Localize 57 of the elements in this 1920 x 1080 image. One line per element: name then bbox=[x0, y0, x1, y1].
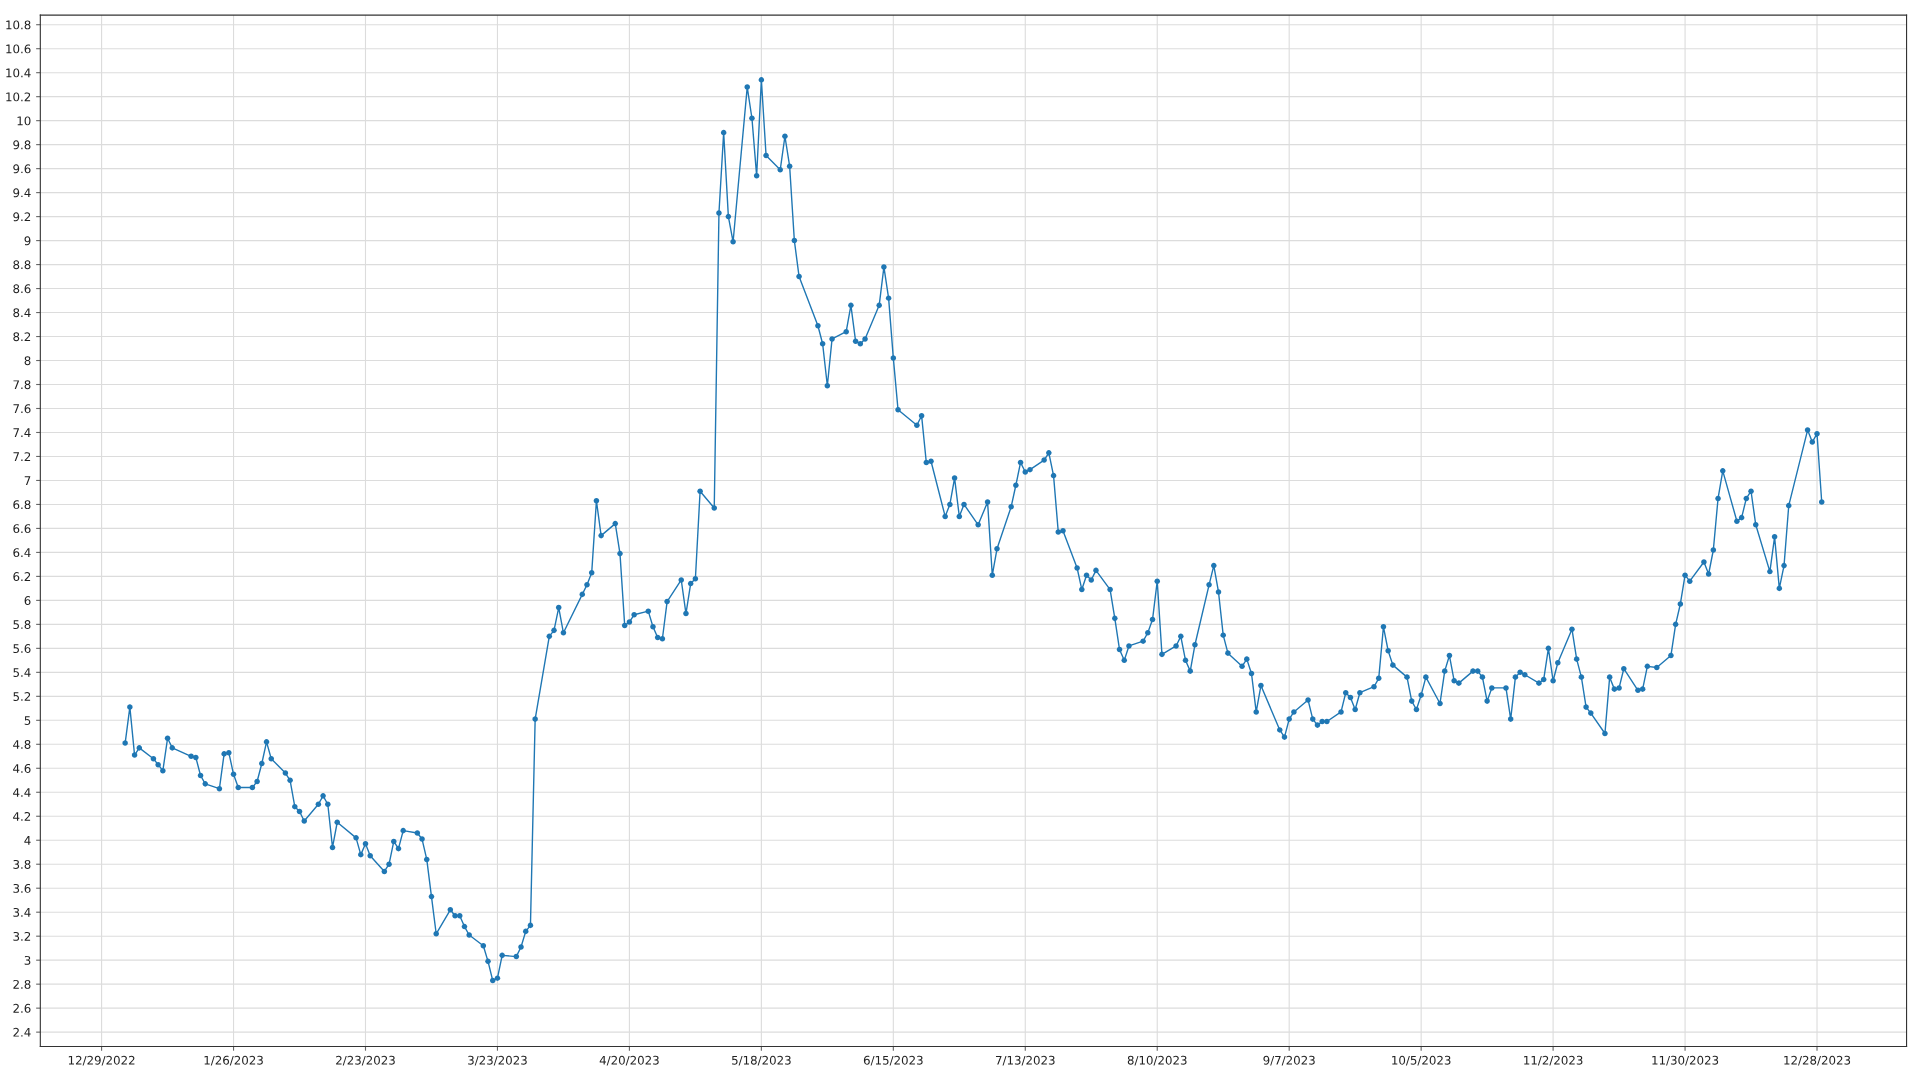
y-tick-label: 6 bbox=[24, 596, 31, 606]
x-tick-label: 7/13/2023 bbox=[995, 1055, 1055, 1066]
y-tick-label: 5.2 bbox=[13, 692, 31, 701]
x-tick-label: 11/30/2023 bbox=[1652, 1055, 1719, 1066]
y-tick-label: 3.8 bbox=[13, 859, 31, 869]
y-tick-label: 2.4 bbox=[13, 1027, 31, 1037]
y-tick-label: 2.6 bbox=[13, 1003, 31, 1013]
y-tick-label: 3.4 bbox=[13, 907, 31, 917]
x-tick-label: 3/23/2023 bbox=[468, 1055, 527, 1066]
y-tick-label: 9 bbox=[24, 236, 31, 246]
y-tick-label: 2.8 bbox=[13, 979, 31, 989]
y-tick-label: 9.2 bbox=[13, 212, 31, 222]
y-tick-label: 10.8 bbox=[6, 20, 31, 30]
y-tick-label: 6.8 bbox=[13, 500, 31, 510]
y-tick-label: 10 bbox=[17, 116, 31, 126]
y-tick-label: 8.2 bbox=[13, 332, 31, 342]
y-tick-label: 5 bbox=[24, 716, 31, 725]
x-tick-label: 5/18/2023 bbox=[732, 1055, 791, 1066]
y-tick-label: 3.2 bbox=[13, 931, 31, 941]
y-tick-label: 7.4 bbox=[13, 428, 31, 437]
y-tick-label: 4.6 bbox=[13, 764, 31, 773]
x-tick-label: 12/28/2023 bbox=[1784, 1055, 1851, 1066]
y-tick-label: 5.6 bbox=[13, 644, 31, 653]
y-tick-label: 7.6 bbox=[13, 404, 31, 414]
y-tick-label: 5.8 bbox=[13, 620, 31, 630]
y-tick-label: 8 bbox=[24, 356, 31, 366]
y-tick-label: 5.4 bbox=[13, 668, 31, 677]
y-tick-label: 4.4 bbox=[13, 788, 31, 797]
x-tick-label: 6/15/2023 bbox=[863, 1055, 923, 1066]
y-tick-label: 10.2 bbox=[6, 92, 31, 102]
x-tick-label: 12/29/2022 bbox=[68, 1055, 135, 1066]
y-tick-label: 10.4 bbox=[6, 68, 31, 78]
y-tick-label: 9.4 bbox=[13, 188, 31, 198]
y-tick-label: 8.8 bbox=[13, 260, 31, 270]
x-tick-label: 4/20/2023 bbox=[599, 1055, 659, 1066]
x-tick-label: 10/5/2023 bbox=[1392, 1055, 1451, 1066]
y-tick-label: 7.8 bbox=[13, 380, 31, 390]
y-tick-label: 4.2 bbox=[13, 811, 31, 821]
y-tick-label: 6.2 bbox=[13, 572, 31, 582]
y-tick-label: 3 bbox=[24, 955, 31, 965]
y-tick-label: 6.6 bbox=[13, 524, 31, 534]
y-tick-label: 8.4 bbox=[13, 308, 31, 318]
y-tick-label: 3.6 bbox=[13, 883, 31, 893]
x-tick-label: 1/26/2023 bbox=[204, 1055, 263, 1066]
y-tick-label: 4.8 bbox=[13, 740, 31, 749]
x-tick-label: 2/23/2023 bbox=[336, 1055, 395, 1066]
x-tick-label: 8/10/2023 bbox=[1127, 1055, 1187, 1066]
y-tick-label: 6.4 bbox=[13, 548, 31, 558]
x-tick-label: 9/7/2023 bbox=[1263, 1055, 1315, 1066]
y-tick-label: 7 bbox=[24, 476, 31, 485]
y-tick-label: 9.8 bbox=[13, 140, 31, 150]
y-tick-label: 10.6 bbox=[6, 44, 31, 54]
y-tick-label: 8.6 bbox=[13, 284, 31, 294]
y-tick-label: 7.2 bbox=[13, 452, 31, 461]
x-tick-label: 11/2/2023 bbox=[1524, 1055, 1583, 1066]
y-tick-label: 4 bbox=[24, 836, 31, 845]
y-tick-label: 9.6 bbox=[13, 164, 31, 174]
